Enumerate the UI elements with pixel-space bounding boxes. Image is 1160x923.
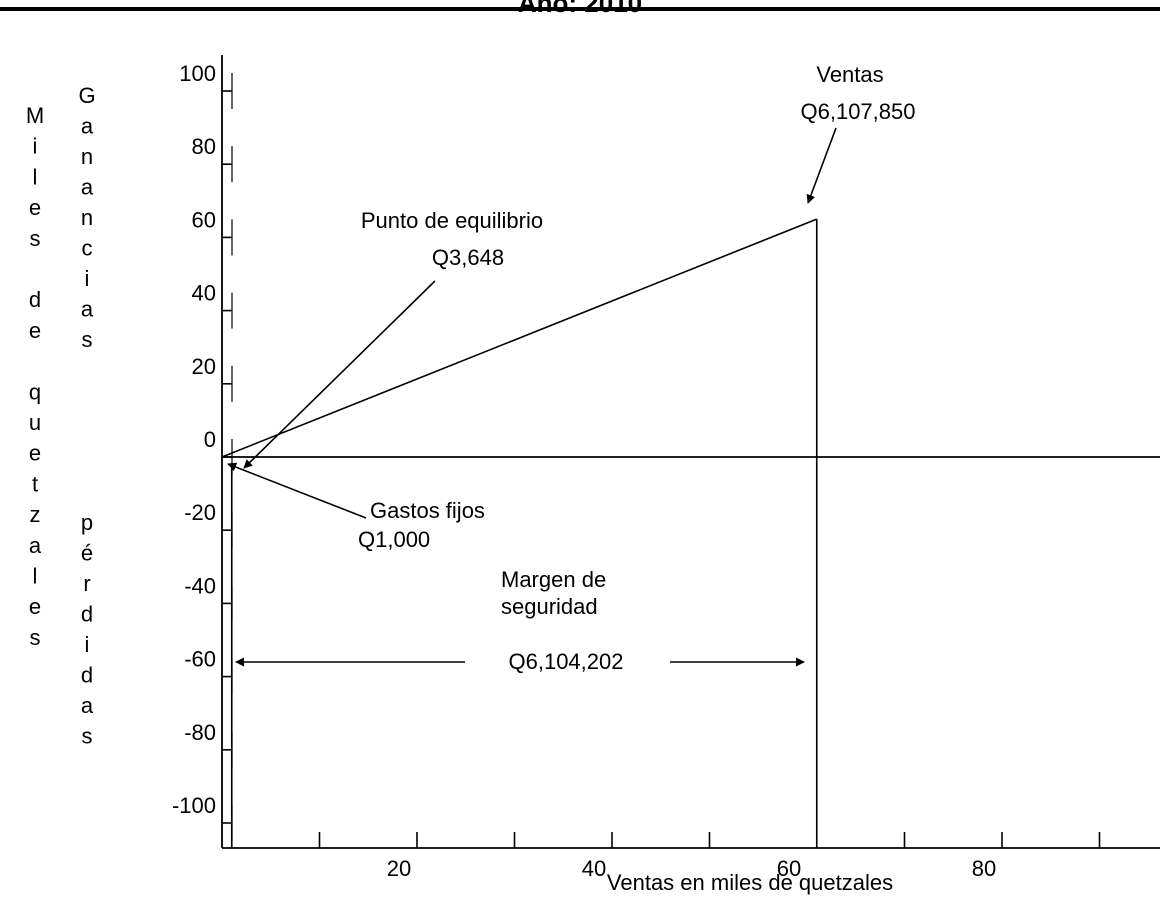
gastos-value: Q1,000 (358, 527, 430, 552)
axis-label-char: e (29, 318, 41, 343)
axis-label-char: s (30, 625, 41, 650)
x-tick-label: 60 (777, 856, 801, 881)
axis-label-char: d (81, 663, 93, 688)
axis-label-char: z (30, 502, 41, 527)
y-tick-label: -80 (184, 720, 216, 745)
axis-label-char: s (30, 226, 41, 251)
axis-label-char: a (81, 114, 94, 139)
y-tick-label: -60 (184, 647, 216, 672)
axis-label-char: e (29, 594, 41, 619)
axis-label-char: n (81, 144, 93, 169)
ventas-value: Q6,107,850 (801, 99, 916, 124)
y-tick-label: 20 (192, 354, 216, 379)
axis-label-char: n (81, 205, 93, 230)
y-tick-label: -40 (184, 573, 216, 598)
equilibrio-label: Punto de equilibrio (361, 208, 543, 233)
ventas-label: Ventas (816, 62, 883, 87)
axis-label-char: s (82, 327, 93, 352)
axis-label-char: u (29, 410, 41, 435)
axis-label-char: l (33, 564, 38, 589)
x-tick-label: 20 (387, 856, 411, 881)
y-tick-label: 0 (204, 427, 216, 452)
y-tick-label: -100 (172, 793, 216, 818)
margen-label-1: Margen de (501, 567, 606, 592)
ventas-arrow (806, 127, 837, 204)
y-tick-label: -20 (184, 500, 216, 525)
axis-label-char: a (81, 297, 94, 322)
axis-label-char: G (78, 83, 95, 108)
axis-label-char: s (82, 724, 93, 749)
axis-label-char: M (26, 103, 44, 128)
axis-label-char: l (33, 164, 38, 189)
x-tick-label: 80 (972, 856, 996, 881)
gastos-arrow (227, 462, 367, 519)
chart-title: Año: 2010 (518, 0, 642, 18)
axis-label-char: é (81, 541, 93, 566)
equilibrio-arrow (243, 280, 436, 469)
margen-value: Q6,104,202 (509, 649, 624, 674)
axis-label-char: a (29, 533, 42, 558)
axis-label-char: a (81, 693, 94, 718)
axis-label-char: e (29, 195, 41, 220)
axis-label-char: d (81, 602, 93, 627)
axis-label-char: i (85, 632, 90, 657)
axis-label-char: r (83, 571, 90, 596)
axis-label-char: d (29, 287, 41, 312)
y-tick-label: 60 (192, 207, 216, 232)
axis-label-char: e (29, 441, 41, 466)
axis-label-char: i (85, 266, 90, 291)
axis-label-char: a (81, 175, 94, 200)
equilibrio-value: Q3,648 (432, 245, 504, 270)
margen-label-2: seguridad (501, 594, 598, 619)
gastos-label: Gastos fijos (370, 498, 485, 523)
sales-line (221, 218, 818, 458)
x-tick-label: 40 (582, 856, 606, 881)
axis-label-char: i (33, 134, 38, 159)
y-tick-label: 80 (192, 134, 216, 159)
x-tick-group: 20406080100 (318, 832, 1101, 881)
x-axis-label: Ventas en miles de quetzales (607, 870, 893, 895)
axis-label-char: t (32, 471, 38, 496)
y-tick-label: 100 (179, 61, 216, 86)
axis-label-char: q (29, 379, 41, 404)
axis-label-char: p (81, 510, 93, 535)
y-tick-label: 40 (192, 281, 216, 306)
y-tick-group: 100 80 60 40 20 0 -20 -40 -60 -80 -100 (172, 61, 233, 841)
axis-label-char: c (82, 236, 93, 261)
